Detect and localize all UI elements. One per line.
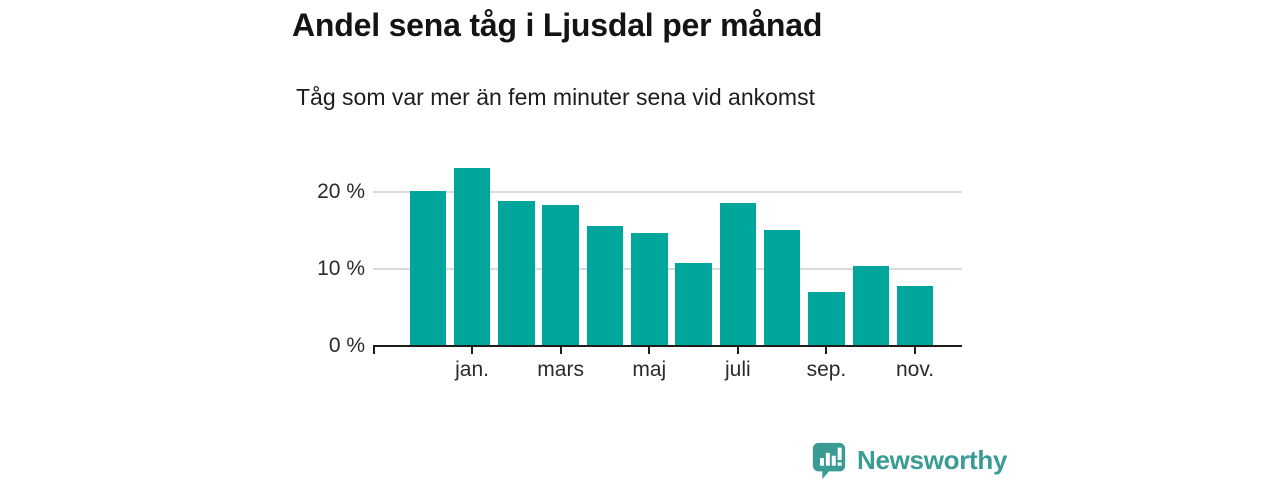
logo-bar-small [819, 458, 824, 466]
y-axis-label: 0 % [328, 334, 365, 357]
x-axis-label-jan: jan. [455, 358, 489, 381]
newsworthy-logo-icon [812, 442, 846, 479]
x-axis-tick [914, 347, 917, 354]
bar-okt [852, 266, 889, 345]
bar-aug [763, 230, 801, 345]
newsworthy-branding[interactable]: Newsworthy [810, 441, 1007, 479]
bar-maj [631, 233, 668, 345]
bar-jan [453, 167, 491, 345]
bar-juli [719, 202, 757, 345]
chart-title: Andel sena tåg i Ljusdal per månad [292, 7, 823, 43]
x-axis-line [373, 344, 962, 347]
y-axis-label: 20 % [317, 180, 365, 203]
logo-bar-tall [825, 452, 830, 466]
x-axis-tick [648, 347, 651, 354]
x-axis-label-mars: mars [537, 358, 584, 381]
logo-exclamation-dot [837, 462, 842, 466]
bar-mars [542, 204, 579, 345]
bar-nov [896, 286, 934, 345]
bar-sep [808, 291, 845, 345]
x-axis-label-juli: juli [725, 358, 751, 381]
bar-feb [498, 201, 535, 345]
bar-apr [586, 225, 624, 345]
logo-exclamation-stem [837, 447, 842, 460]
bar-dec [409, 191, 446, 345]
x-axis-label-nov: nov. [895, 358, 935, 381]
gridline-20pct [373, 191, 962, 193]
x-axis-label-sep: sep. [806, 358, 847, 381]
bar-jun [675, 263, 712, 345]
x-axis-tick [471, 347, 474, 354]
x-axis-tick [736, 347, 739, 354]
newsworthy-wordmark: Newsworthy [857, 444, 1008, 475]
x-axis-edge-tick [373, 347, 375, 354]
x-axis-tick [559, 347, 562, 354]
x-axis-tick [825, 347, 828, 354]
x-axis-label-maj: maj [632, 358, 667, 381]
chart-subtitle: Tåg som var mer än fem minuter sena vid … [296, 84, 815, 110]
gridline-10pct [373, 268, 962, 270]
y-axis-label: 10 % [317, 257, 365, 280]
logo-bar-medium [831, 455, 836, 466]
